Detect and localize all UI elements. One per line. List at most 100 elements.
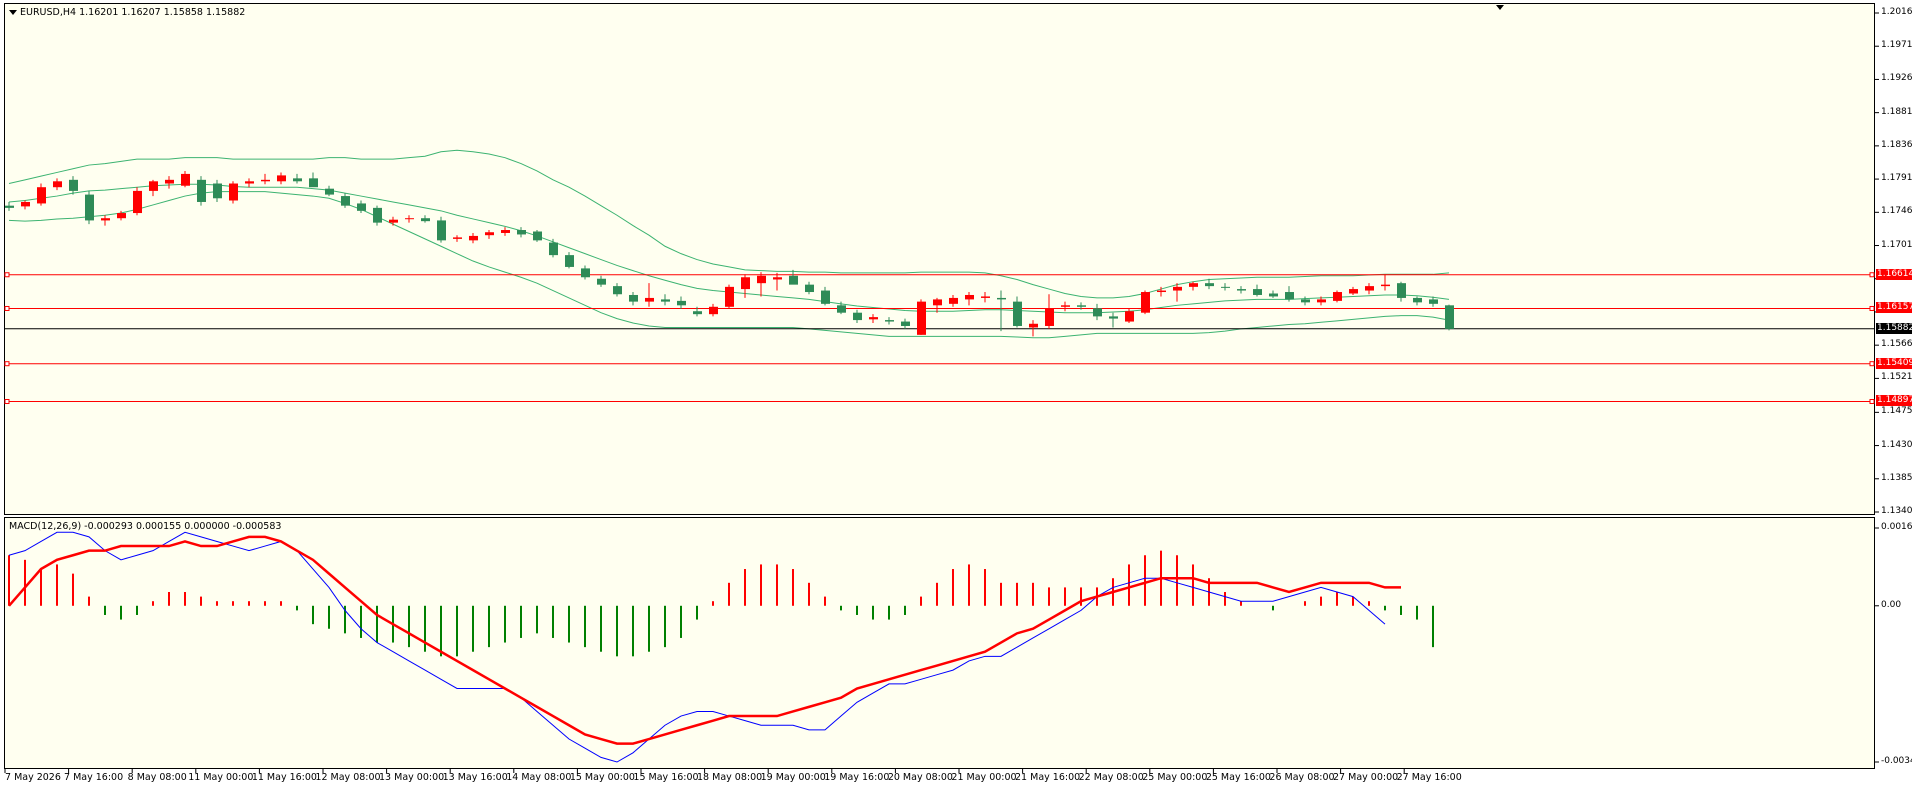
y-tick-label: 1.15210: [1881, 372, 1912, 383]
candle-bull: [165, 179, 174, 184]
y-tick-label: 1.18360: [1881, 139, 1912, 150]
candle-bear: [821, 290, 830, 304]
y-tick-label: 1.13400: [1881, 506, 1912, 516]
candle-bear: [1269, 293, 1278, 297]
candle-bear: [293, 178, 302, 182]
candle-bull: [501, 230, 510, 233]
candle-bear: [597, 278, 606, 285]
candle-bear: [885, 320, 894, 322]
level-anchor-handle: [4, 272, 10, 278]
candle-bear: [1013, 301, 1022, 326]
macd-main-line: [8, 531, 1386, 763]
x-axis-label: 21 May 16:00: [1015, 772, 1081, 783]
x-axis-label: 25 May 16:00: [1205, 772, 1271, 783]
candle-bull: [453, 237, 462, 239]
x-axis-label: 19 May 00:00: [760, 772, 826, 783]
candle-bear: [5, 205, 14, 208]
candle-bear: [1445, 305, 1454, 329]
candle-bear: [1077, 305, 1086, 307]
shift-marker-icon: [1496, 5, 1504, 10]
price-level-tag: 1.16614: [1876, 268, 1912, 280]
candle-bull: [709, 306, 718, 315]
candle-bear: [613, 286, 622, 295]
y-tick-label: 1.14750: [1881, 406, 1912, 417]
candle-bull: [277, 175, 286, 182]
candle-bull: [1141, 292, 1150, 313]
y-tick-label: 1.19710: [1881, 40, 1912, 51]
x-axis-label: 15 May 00:00: [569, 772, 635, 783]
candle-bear: [1253, 289, 1262, 295]
candle-bear: [661, 299, 670, 302]
y-tick-label: 1.15660: [1881, 339, 1912, 350]
x-axis-label: 25 May 00:00: [1142, 772, 1208, 783]
candle-bull: [1333, 292, 1342, 301]
y-tick-label: 1.18810: [1881, 106, 1912, 117]
candle-bear: [1093, 308, 1102, 317]
candle-bear: [549, 242, 558, 256]
candle-bear: [421, 218, 430, 222]
candle-bear: [1429, 299, 1438, 304]
candle-bull: [949, 297, 958, 304]
candle-bear: [533, 231, 542, 241]
candle-bull: [245, 181, 254, 184]
dropdown-triangle-icon[interactable]: [9, 10, 17, 15]
symbol-ohlc-label: EURUSD,H4 1.16201 1.16207 1.15858 1.1588…: [20, 7, 246, 18]
macd-title: MACD(12,26,9) -0.000293 0.000155 0.00000…: [9, 521, 282, 532]
candle-bull: [773, 277, 782, 280]
x-axis-label: 11 May 16:00: [251, 772, 317, 783]
candle-bear: [357, 203, 366, 211]
candle-bear: [1237, 289, 1246, 291]
chart-title: EURUSD,H4 1.16201 1.16207 1.15858 1.1588…: [9, 7, 245, 18]
y-tick-label: 1.20160: [1881, 7, 1912, 17]
candle-bull: [485, 232, 494, 236]
current-price-tag: 1.15882: [1876, 322, 1912, 334]
bollinger-lower-line: [8, 191, 1450, 339]
level-anchor-handle: [1869, 361, 1875, 367]
candle-bear: [517, 230, 526, 235]
level-anchor-handle: [4, 398, 10, 404]
candle-bull: [981, 296, 990, 298]
candle-bear: [629, 294, 638, 302]
macd-indicator-pane[interactable]: MACD(12,26,9) -0.000293 0.000155 0.00000…: [4, 517, 1875, 769]
candle-bear: [677, 300, 686, 306]
candle-bear: [69, 179, 78, 191]
x-axis-label: 12 May 08:00: [315, 772, 381, 783]
candle-bull: [645, 297, 654, 302]
level-anchor-handle: [1869, 305, 1875, 311]
candle-bear: [1205, 283, 1214, 287]
level-anchor-handle: [4, 305, 10, 311]
macd-y-tick-label: -0.00340: [1881, 756, 1912, 766]
x-axis-label: 14 May 08:00: [506, 772, 572, 783]
x-axis-label: 18 May 08:00: [697, 772, 763, 783]
candle-bull: [1317, 299, 1326, 303]
candle-bear: [853, 312, 862, 321]
candle-bear: [805, 284, 814, 293]
candle-bear: [341, 196, 350, 206]
candle-bull: [181, 173, 190, 186]
candle-bull: [1349, 289, 1358, 294]
candle-bear: [1285, 292, 1294, 300]
x-axis-label: 26 May 08:00: [1269, 772, 1335, 783]
candle-bull: [1061, 305, 1070, 307]
candle-bull: [1381, 284, 1390, 287]
candle-bull: [965, 294, 974, 300]
candle-bull: [21, 201, 30, 207]
candle-bull: [1125, 311, 1134, 322]
candle-bull: [933, 299, 942, 306]
price-chart-pane[interactable]: EURUSD,H4 1.16201 1.16207 1.15858 1.1588…: [4, 3, 1875, 515]
level-anchor-handle: [1869, 272, 1875, 278]
y-tick-label: 1.14300: [1881, 439, 1912, 450]
price-level-tag: 1.15409: [1876, 357, 1912, 369]
candle-bull: [389, 219, 398, 223]
candle-bear: [197, 179, 206, 202]
candle-bear: [1109, 316, 1118, 319]
candle-bull: [757, 275, 766, 284]
candle-bear: [309, 178, 318, 188]
candle-bull: [101, 218, 110, 221]
candle-bull: [1189, 283, 1198, 287]
candle-bear: [1397, 283, 1406, 298]
candle-bear: [565, 255, 574, 267]
level-anchor-handle: [4, 361, 10, 367]
